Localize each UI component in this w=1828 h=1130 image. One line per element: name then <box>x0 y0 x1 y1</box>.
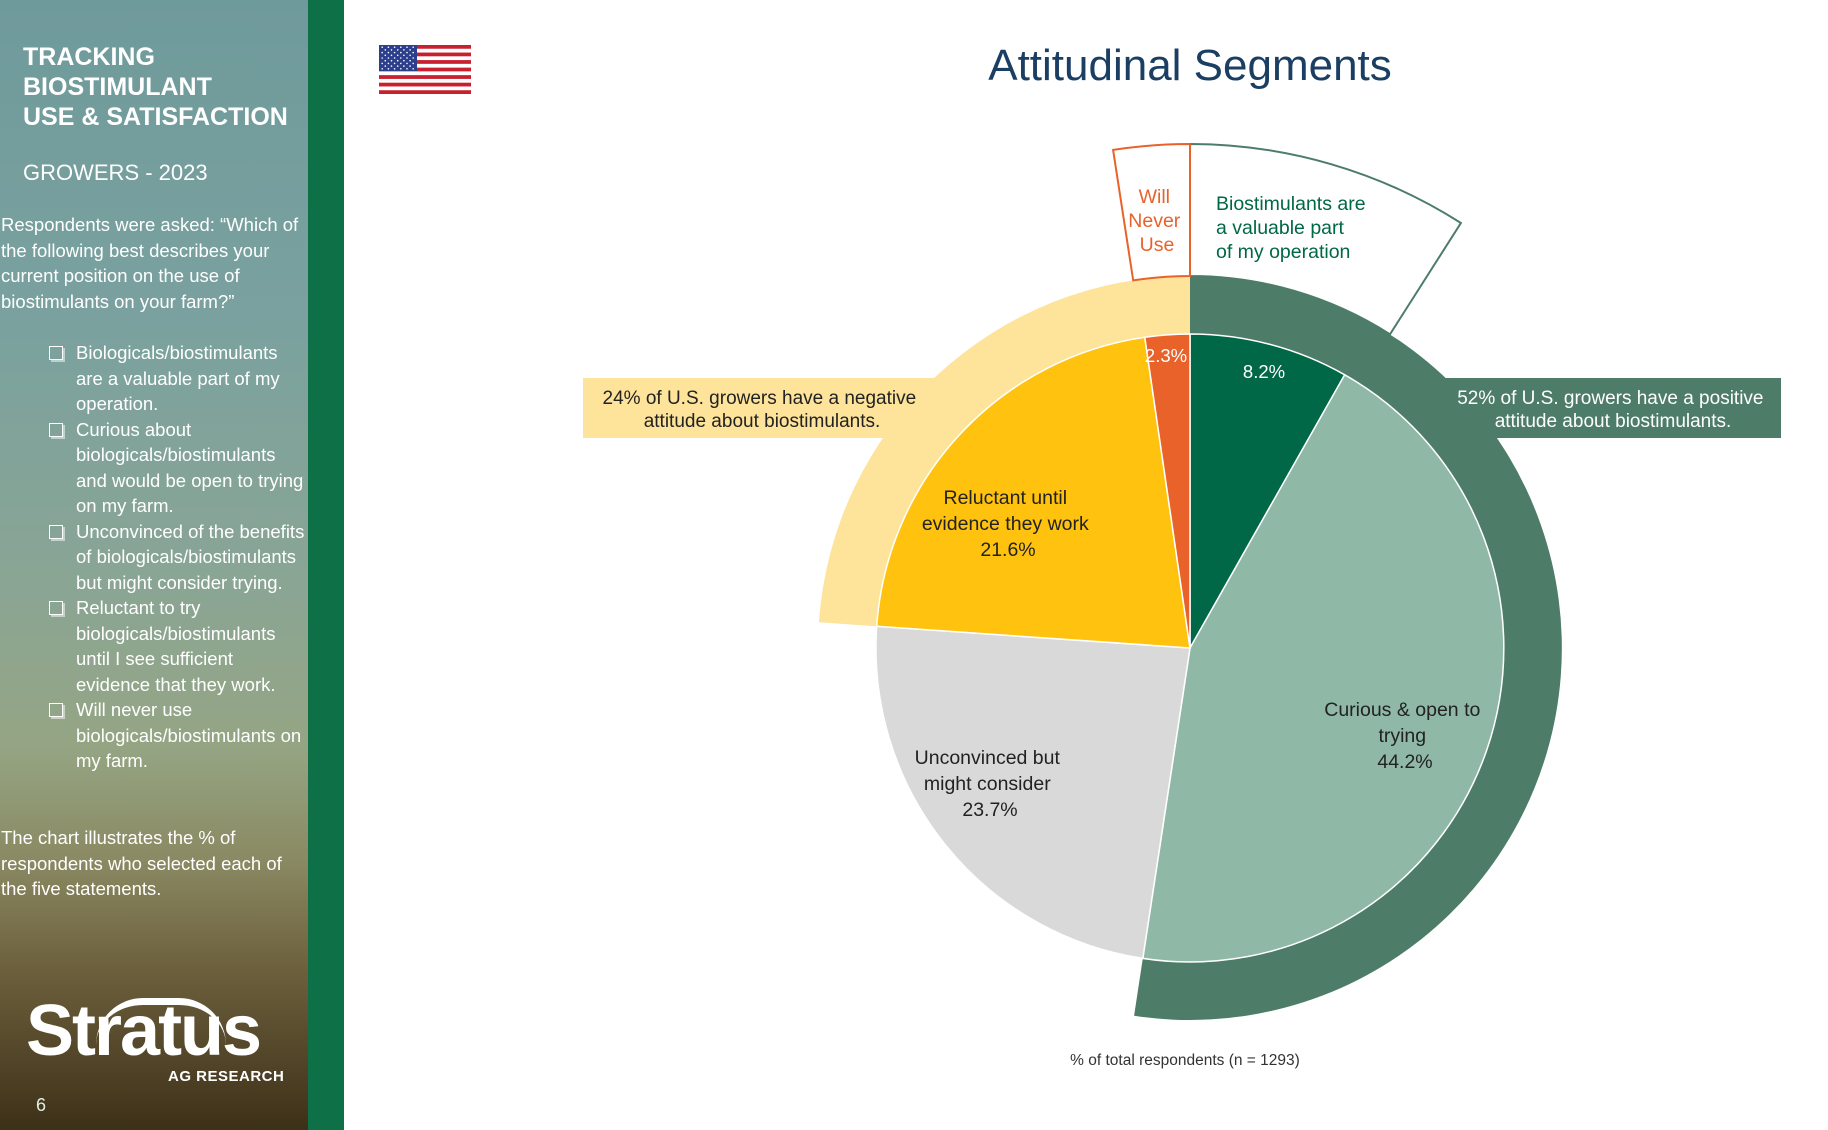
page-number: 6 <box>36 1095 47 1115</box>
label-value: 23.7% <box>962 799 1017 821</box>
logo-arc <box>96 998 226 1045</box>
option-item: Reluctant to try biologicals/biostimulan… <box>48 595 306 697</box>
option-text: Biologicals/biostimulants are a valuable… <box>76 342 280 414</box>
option-item: Biologicals/biostimulants are a valuable… <box>48 340 306 417</box>
title-line: USE & SATISFACTION <box>23 103 288 131</box>
callout-line: attitude about biostimulants. <box>1495 411 1732 432</box>
option-text: Reluctant to try biologicals/biostimulan… <box>76 597 276 695</box>
checkbox-icon <box>49 346 63 360</box>
us-flag-icon <box>379 45 471 94</box>
slice-label-reluctant: Reluctant until evidence they work 21.6% <box>922 487 1094 561</box>
negative-callout-box <box>583 378 940 438</box>
page-title: Attitudinal Segments <box>988 41 1392 90</box>
stratus-logo: Stratus <box>26 991 262 1071</box>
checkbox-icon <box>49 601 63 615</box>
sidebar-title: TRACKING BIOSTIMULANT USE & SATISFACTION <box>23 42 303 132</box>
slice-reluctant <box>875 336 1191 649</box>
chart-footnote: % of total respondents (n = 1293) <box>1070 1052 1300 1069</box>
valuable-exploded-wedge <box>1189 142 1463 336</box>
slice-curious <box>1141 373 1505 963</box>
option-text: Will never use biologicals/biostimulants… <box>76 699 302 771</box>
option-text: Unconvinced of the benefits of biologica… <box>76 520 305 593</box>
sidebar-subtitle: GROWERS - 2023 <box>23 160 208 185</box>
label-line: Curious & open to <box>1324 699 1480 721</box>
option-item: Will never use biologicals/biostimulants… <box>48 697 306 774</box>
slice-label-unconvinced: Unconvinced but might consider 23.7% <box>915 747 1066 821</box>
slice-label-valuable: Biostimulants are a valuable part of my … <box>1216 193 1371 263</box>
label-line: of my operation <box>1216 241 1350 263</box>
slice-never <box>1143 333 1191 649</box>
slice-label-never: Will Never Use <box>1128 186 1185 256</box>
chart-note: The chart illustrates the % of responden… <box>1 827 282 899</box>
logo-subtext: AG RESEARCH <box>168 1068 285 1085</box>
option-item: Curious about biologicals/biostimulants … <box>48 417 306 519</box>
callout-line: 52% of U.S. growers have a positive <box>1457 388 1763 409</box>
slice-label-valuable-value: 8.2% <box>1243 361 1285 382</box>
option-list: Biologicals/biostimulants are a valuable… <box>48 340 306 774</box>
label-line: might consider <box>924 773 1051 795</box>
label-value: 44.2% <box>1377 751 1432 773</box>
checkbox-icon <box>49 422 63 437</box>
callout-line: 24% of U.S. growers have a negative <box>603 388 917 409</box>
title-line: BIOSTIMULANT <box>23 73 212 101</box>
label-value: 21.6% <box>980 539 1035 561</box>
label-line: Use <box>1140 234 1175 256</box>
positive-callout-box <box>1446 378 1781 438</box>
negative-callout-text: 24% of U.S. growers have a negative atti… <box>603 388 922 432</box>
label-line: evidence they work <box>922 513 1089 535</box>
slice-label-curious: Curious & open to trying 44.2% <box>1324 699 1486 773</box>
callout-line: attitude about biostimulants. <box>644 411 881 432</box>
checkbox-icon <box>49 703 63 717</box>
label-line: Reluctant until <box>944 487 1068 509</box>
label-line: Biostimulants are <box>1216 193 1366 215</box>
slice-label-never-value: 2.3% <box>1145 345 1187 366</box>
never-exploded-wedge <box>1111 142 1191 282</box>
option-text: Curious about biologicals/biostimulants … <box>76 418 304 517</box>
green-stripe <box>308 0 344 1130</box>
option-item: Unconvinced of the benefits of biologica… <box>48 519 306 596</box>
label-line: trying <box>1378 725 1426 747</box>
title-line: TRACKING <box>23 43 155 71</box>
label-line: a valuable part <box>1216 217 1345 239</box>
slice-valuable <box>1189 333 1346 651</box>
label-line: Unconvinced but <box>915 747 1061 769</box>
positive-callout-text: 52% of U.S. growers have a positive atti… <box>1457 388 1769 432</box>
label-line: Never <box>1128 210 1181 232</box>
label-line: Will <box>1139 186 1170 208</box>
sidebar: TRACKING BIOSTIMULANT USE & SATISFACTION… <box>0 0 308 1130</box>
checkbox-icon <box>49 524 63 539</box>
slice-unconvinced <box>875 625 1191 960</box>
survey-question: Respondents were asked: “Which of the fo… <box>1 214 299 312</box>
